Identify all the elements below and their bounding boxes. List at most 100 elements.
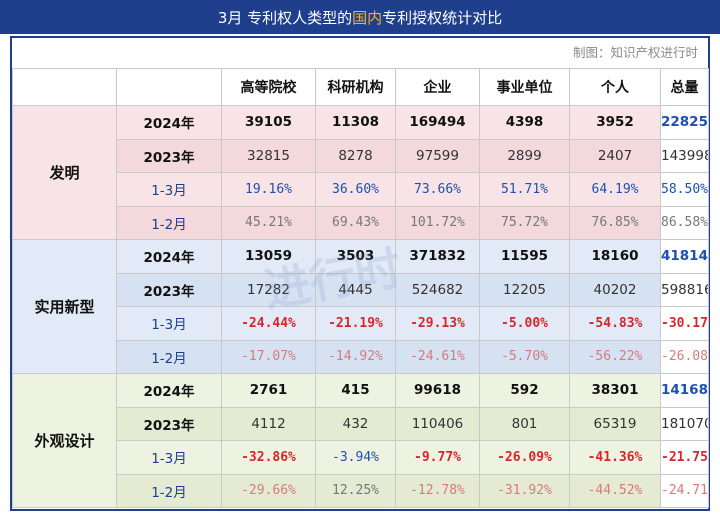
total-cell: 141687 [660, 373, 709, 408]
table-cell: -32.86% [221, 440, 316, 475]
table-row: 1-3月 -32.86% -3.94% -9.77% -26.09% -41.3… [13, 440, 709, 475]
table-row: 1-3月 19.16% 36.60% 73.66% 51.71% 64.19% … [13, 172, 709, 207]
total-cell: -21.75% [660, 440, 709, 475]
table-cell: 3952 [569, 105, 661, 140]
table-cell: -54.83% [569, 306, 661, 341]
table-cell: 432 [315, 406, 396, 441]
table-cell: -12.78% [395, 473, 480, 508]
table-cell: 524682 [395, 272, 480, 307]
table-cell: -9.77% [395, 440, 480, 475]
title-highlight: 国内 [352, 8, 383, 27]
table-row: 2023年 17282 4445 524682 12205 40202 5988… [13, 272, 709, 307]
table-cell: 3503 [315, 239, 396, 274]
table-cell: -26.09% [479, 440, 570, 475]
table-cell: 99618 [395, 373, 480, 408]
table-row: 2023年 4112 432 110406 801 65319 181070 [13, 406, 709, 441]
table-cell: 11595 [479, 239, 570, 274]
table-cell: 45.21% [221, 205, 316, 240]
table-cell: -3.94% [315, 440, 396, 475]
section-label-design: 外观设计 [12, 373, 117, 508]
table-cell: 2899 [479, 138, 570, 173]
table-cell: 39105 [221, 105, 316, 140]
table-cell: 12.25% [315, 473, 396, 508]
row-label: 1-3月 [116, 306, 222, 341]
table-cell: -56.22% [569, 339, 661, 374]
table-cell: 4398 [479, 105, 570, 140]
table-cell: 40202 [569, 272, 661, 307]
table-row: 外观设计 2024年 2761 415 99618 592 38301 1416… [12, 373, 709, 508]
table-cell: 73.66% [395, 172, 480, 207]
title-suffix: 专利授权统计对比 [382, 8, 503, 27]
total-cell: -30.17% [660, 306, 709, 341]
table-cell: 97599 [395, 138, 480, 173]
total-cell: 86.58% [660, 205, 709, 240]
table-cell: -17.07% [221, 339, 316, 374]
row-label: 2023年 [116, 406, 222, 441]
col-header-total: 总量 [660, 68, 709, 106]
row-label: 1-2月 [116, 339, 222, 374]
table-cell: 4445 [315, 272, 396, 307]
table-cell: 11308 [315, 105, 396, 140]
col-header-individuals: 个人 [569, 68, 661, 106]
table-frame: 制图：知识产权进行时 高等院校 科研机构 企业 事业单位 [10, 36, 710, 511]
table-cell: 801 [479, 406, 570, 441]
col-header-research-institutes: 科研机构 [315, 68, 396, 106]
header-row: 高等院校 科研机构 企业 事业单位 个人 总量 [12, 68, 709, 106]
table-cell: -44.52% [569, 473, 661, 508]
table-cell: 371832 [395, 239, 480, 274]
row-label: 1-3月 [116, 172, 222, 207]
table-cell: 8278 [315, 138, 396, 173]
row-label: 1-2月 [116, 473, 222, 508]
patent-grant-table: 高等院校 科研机构 企业 事业单位 个人 总量 发明 2024年 39105 1… [12, 68, 709, 508]
table-cell: 101.72% [395, 205, 480, 240]
table-cell: 36.60% [315, 172, 396, 207]
table-row: 实用新型 2024年 13059 3503 371832 11595 18160… [12, 239, 709, 374]
row-label: 2023年 [116, 138, 222, 173]
table-row: 1-3月 -24.44% -21.19% -29.13% -5.00% -54.… [13, 306, 709, 341]
table-cell: -5.00% [479, 306, 570, 341]
table-cell: 65319 [569, 406, 661, 441]
table-cell: 12205 [479, 272, 570, 307]
table-cell: -29.13% [395, 306, 480, 341]
header-empty-2 [116, 68, 222, 106]
col-header-universities: 高等院校 [221, 68, 316, 106]
table-cell: 592 [479, 373, 570, 408]
row-label: 2024年 [116, 105, 222, 140]
table-cell: 415 [315, 373, 396, 408]
total-cell: 181070 [660, 406, 709, 441]
table-row: 2023年 32815 8278 97599 2899 2407 143998 [13, 138, 709, 173]
table-row: 1-2月 45.21% 69.43% 101.72% 75.72% 76.85%… [13, 205, 709, 240]
table-cell: 64.19% [569, 172, 661, 207]
table-cell: 110406 [395, 406, 480, 441]
table-cell: -41.36% [569, 440, 661, 475]
table-cell: -24.61% [395, 339, 480, 374]
table-cell: 19.16% [221, 172, 316, 207]
table-cell: -21.19% [315, 306, 396, 341]
table-cell: -14.92% [315, 339, 396, 374]
total-cell: 228257 [660, 105, 709, 140]
credit-text: 制图：知识产权进行时 [572, 45, 698, 60]
table-cell: 4112 [221, 406, 316, 441]
table-cell: 32815 [221, 138, 316, 173]
section-utility-model: 实用新型 2024年 13059 3503 371832 11595 18160… [12, 239, 709, 374]
col-header-enterprises: 企业 [395, 68, 480, 106]
section-design: 外观设计 2024年 2761 415 99618 592 38301 1416… [12, 373, 709, 508]
table-cell: 51.71% [479, 172, 570, 207]
header-empty-1 [12, 68, 117, 106]
section-label-invention: 发明 [12, 105, 117, 240]
row-label: 2024年 [116, 239, 222, 274]
row-label: 1-2月 [116, 205, 222, 240]
table-row: 1-2月 -29.66% 12.25% -12.78% -31.92% -44.… [13, 473, 709, 508]
total-cell: 143998 [660, 138, 709, 173]
table-cell: -29.66% [221, 473, 316, 508]
row-label: 2023年 [116, 272, 222, 307]
total-cell: -26.08% [660, 339, 709, 374]
table-cell: 2761 [221, 373, 316, 408]
total-cell: 418149 [660, 239, 709, 274]
total-cell: 598816 [660, 272, 709, 307]
section-invention: 发明 2024年 39105 11308 169494 4398 3952 22… [12, 105, 709, 240]
table-cell: 75.72% [479, 205, 570, 240]
table-cell: 2407 [569, 138, 661, 173]
table-cell: 18160 [569, 239, 661, 274]
